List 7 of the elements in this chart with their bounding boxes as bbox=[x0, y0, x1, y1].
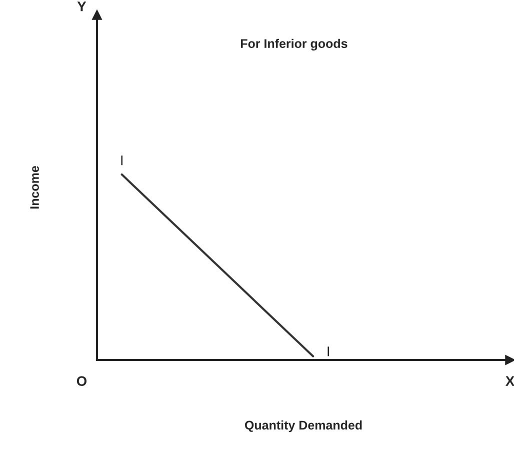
text: I bbox=[121, 156, 123, 166]
text: O bbox=[76, 376, 87, 386]
text: Y bbox=[77, 2, 86, 12]
x-axis-title: Quantity Demanded bbox=[244, 420, 362, 432]
annotation: I bbox=[328, 346, 330, 356]
y-axis-title: Income bbox=[30, 166, 39, 209]
text: For Inferior goods bbox=[240, 38, 348, 51]
